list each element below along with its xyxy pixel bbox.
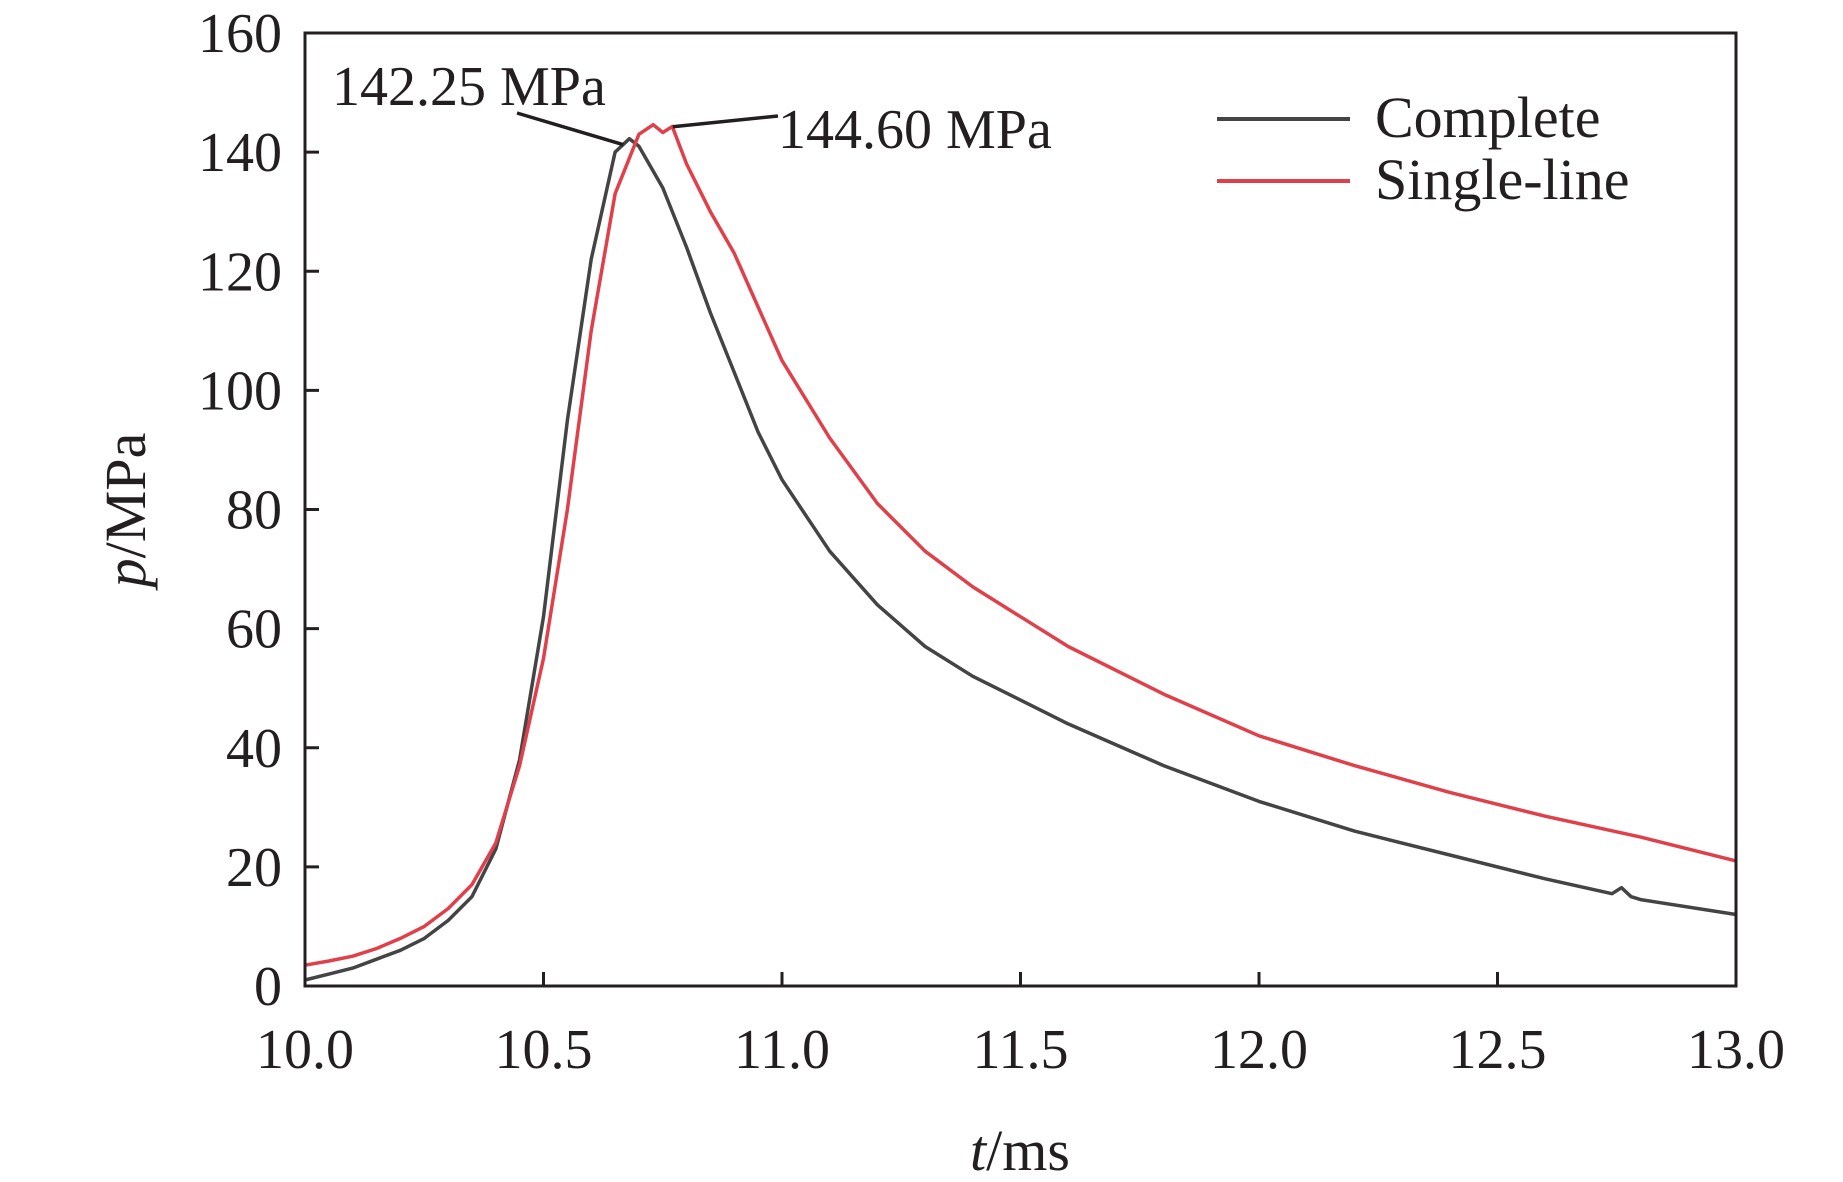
y-tick-label: 120 bbox=[198, 241, 282, 303]
y-tick-label: 0 bbox=[254, 956, 282, 1018]
x-tick-label: 11.0 bbox=[734, 1019, 830, 1081]
y-tick-label: 60 bbox=[226, 599, 282, 661]
x-tick-label: 12.5 bbox=[1449, 1019, 1547, 1081]
y-tick-label: 20 bbox=[226, 837, 282, 899]
annotation-single-line-peak: 144.60 MPa bbox=[778, 99, 1052, 161]
annotation-complete-peak: 142.25 MPa bbox=[332, 56, 606, 118]
legend-label-single-line: Single-line bbox=[1375, 147, 1630, 212]
legend-label-complete: Complete bbox=[1375, 85, 1601, 150]
y-tick-label: 100 bbox=[198, 360, 282, 422]
x-tick-label: 10.0 bbox=[256, 1019, 354, 1081]
y-axis-label-symbol: p bbox=[93, 558, 158, 591]
y-axis-label: p/MPa bbox=[93, 433, 158, 592]
annotations-layer bbox=[516, 111, 779, 147]
y-tick-label: 160 bbox=[198, 3, 282, 65]
x-axis-label: t/ms bbox=[970, 1118, 1070, 1182]
series-line-complete bbox=[304, 136, 1737, 982]
legend: Complete Single-line bbox=[1217, 85, 1630, 212]
y-tick-label: 140 bbox=[198, 122, 282, 184]
x-tick-label: 12.0 bbox=[1210, 1019, 1308, 1081]
x-axis-label-unit: /ms bbox=[986, 1118, 1070, 1182]
series-line-single-line bbox=[304, 122, 1737, 967]
series-layer bbox=[304, 122, 1737, 982]
x-tick-label: 10.5 bbox=[495, 1019, 593, 1081]
y-tick-label: 80 bbox=[226, 480, 282, 542]
annotation-leader-complete bbox=[516, 111, 624, 147]
x-tick-label: 11.5 bbox=[973, 1019, 1069, 1081]
ticks-layer: 10.0 10.5 11.0 11.5 12.0 12.5 13.0 0 20 40 60 80 100… bbox=[198, 3, 1785, 1081]
x-tick-label: 13.0 bbox=[1687, 1019, 1785, 1081]
y-tick-label: 40 bbox=[226, 718, 282, 780]
x-axis-label-symbol: t bbox=[970, 1118, 988, 1182]
annotation-leader-single-line bbox=[672, 114, 779, 129]
y-axis-label-unit: /MPa bbox=[93, 433, 158, 559]
